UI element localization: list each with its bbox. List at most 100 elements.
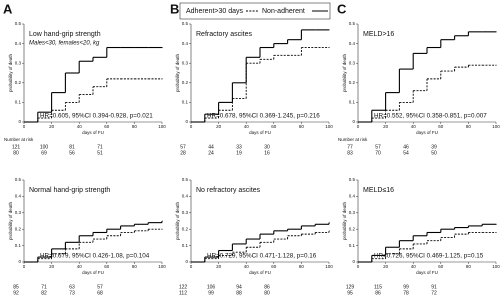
x-tick-label: 0 [190, 264, 193, 269]
risk-count: 71 [41, 284, 47, 290]
x-tick-label: 100 [158, 264, 166, 269]
risk-count: 91 [431, 284, 437, 290]
y-tick-label: 0.1 [15, 243, 22, 248]
x-tick-label: 20 [383, 264, 389, 269]
risk-count: 86 [375, 290, 381, 296]
x-tick-label: 60 [438, 124, 444, 129]
x-tick-label: 60 [271, 124, 277, 129]
x-axis-label: days of FU [416, 130, 438, 135]
risk-count: 83 [347, 150, 353, 156]
x-tick-label: 80 [132, 264, 138, 269]
risk-count: 44 [208, 144, 214, 150]
risk-count: 80 [13, 150, 19, 156]
risk-count: 129 [346, 284, 355, 290]
annotation: MELD≤16 [363, 187, 394, 194]
risk-count: 121 [12, 144, 21, 150]
y-tick-label: 0 [18, 259, 21, 264]
hazard-ratio: HR=0.605, 95%CI 0.394-0.928, p=0.021 [40, 113, 153, 120]
risk-count: 80 [264, 290, 270, 296]
risk-count: 28 [180, 150, 186, 156]
x-tick-label: 100 [492, 264, 500, 269]
x-tick-label: 0 [23, 124, 26, 129]
hazard-ratio: HR=0.678, 95%CI 0.369-1.245, p=0.216 [207, 113, 320, 120]
y-tick-label: 0.1 [15, 100, 22, 105]
y-tick-label: 0.5 [182, 177, 189, 182]
y-tick-label: 0.4 [349, 41, 356, 46]
risk-count: 88 [236, 290, 242, 296]
risk-count: 57 [97, 284, 103, 290]
x-tick-label: 100 [158, 124, 166, 129]
panel-letter: A [3, 1, 13, 16]
y-axis-label: probability of death [342, 53, 347, 92]
risk-count: 57 [180, 144, 186, 150]
y-tick-label: 0.3 [182, 210, 189, 215]
x-axis-label: days of FU [82, 270, 104, 275]
x-tick-label: 20 [216, 264, 222, 269]
y-tick-label: 0 [352, 119, 355, 124]
y-tick-label: 0.2 [349, 226, 356, 231]
risk-title: Number at risk [4, 137, 34, 142]
y-tick-label: 0.5 [349, 21, 356, 26]
risk-count: 112 [179, 290, 187, 296]
x-tick-label: 100 [492, 124, 500, 129]
risk-count: 72 [431, 290, 437, 296]
annotation: Normal hand-grip strength [29, 187, 110, 194]
legend-label: Non-adherent [262, 8, 305, 15]
x-tick-label: 40 [411, 264, 417, 269]
risk-count: 56 [69, 150, 75, 156]
y-tick-label: 0.4 [182, 41, 189, 46]
risk-count: 19 [236, 150, 242, 156]
y-tick-label: 0.5 [349, 177, 356, 182]
risk-count: 39 [431, 144, 437, 150]
risk-count: 86 [264, 284, 270, 290]
y-tick-label: 0.2 [182, 226, 189, 231]
x-tick-label: 0 [190, 124, 193, 129]
y-axis-label: probability of death [175, 53, 180, 92]
y-tick-label: 0.2 [15, 80, 22, 85]
risk-count: 122 [179, 284, 188, 290]
x-tick-label: 80 [299, 264, 305, 269]
panel-letter: B [170, 1, 179, 16]
x-tick-label: 100 [325, 124, 333, 129]
legend-label: Adherent>30 days [186, 8, 244, 15]
risk-count: 54 [403, 150, 409, 156]
y-tick-label: 0.5 [15, 177, 22, 182]
y-tick-label: 0.1 [182, 243, 189, 248]
risk-count: 16 [264, 150, 270, 156]
x-tick-label: 60 [271, 264, 277, 269]
risk-count: 77 [347, 144, 353, 150]
y-tick-label: 0.5 [15, 21, 22, 26]
hazard-ratio: HR=0.726, 95%CI 0.469-1.125, p=0.15 [374, 253, 484, 260]
y-tick-label: 0.2 [182, 80, 189, 85]
hazard-ratio: HR=0.729, 95%CI 0.471-1.128, p=0.16 [207, 253, 317, 260]
y-tick-label: 0.3 [349, 210, 356, 215]
risk-count: 24 [208, 150, 214, 156]
risk-count: 50 [431, 150, 437, 156]
x-tick-label: 60 [104, 264, 110, 269]
y-tick-label: 0.5 [182, 21, 189, 26]
x-tick-label: 40 [411, 124, 417, 129]
y-tick-label: 0.3 [349, 60, 356, 65]
y-tick-label: 0 [185, 259, 188, 264]
y-axis-label: probability of death [8, 53, 13, 92]
x-tick-label: 80 [132, 124, 138, 129]
x-axis-label: days of FU [249, 130, 271, 135]
risk-count: 33 [236, 144, 242, 150]
x-tick-label: 40 [244, 124, 250, 129]
y-tick-label: 0 [18, 119, 21, 124]
hazard-ratio: HR=0.679, 95%CI 0.426-1.08, p=0.104 [40, 253, 150, 260]
x-tick-label: 80 [466, 264, 472, 269]
x-tick-label: 60 [104, 124, 110, 129]
risk-count: 71 [97, 144, 103, 150]
risk-count: 106 [207, 284, 216, 290]
annotation: Males<30, females<20, kg [29, 41, 100, 47]
x-tick-label: 80 [466, 124, 472, 129]
risk-count: 100 [40, 144, 49, 150]
x-axis-label: days of FU [416, 270, 438, 275]
risk-count: 81 [69, 144, 75, 150]
y-tick-label: 0 [352, 259, 355, 264]
risk-count: 57 [375, 144, 381, 150]
annotation: Refractory ascites [196, 31, 253, 38]
y-tick-label: 0.3 [15, 210, 22, 215]
